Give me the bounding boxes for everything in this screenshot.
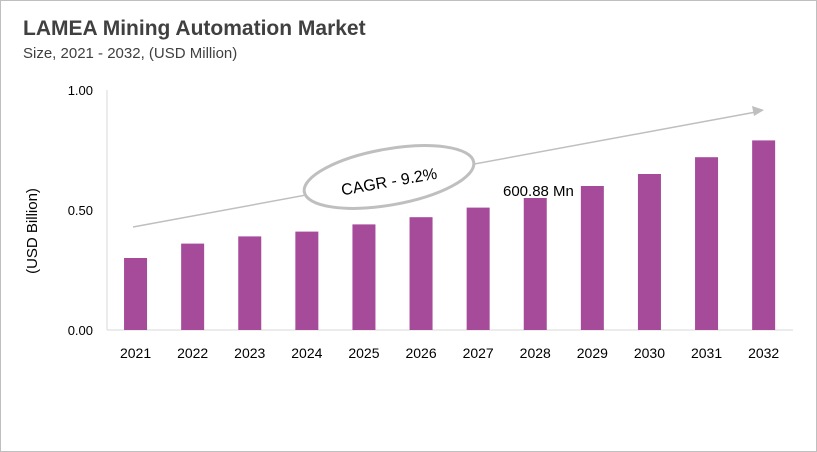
x-tick-label: 2025 (348, 345, 379, 361)
y-tick-label: 0.00 (68, 323, 93, 338)
chart-subtitle: Size, 2021 - 2032, (USD Million) (23, 45, 238, 62)
x-tick-label: 2027 (463, 345, 494, 361)
bar-2023 (238, 236, 262, 330)
x-tick-label: 2026 (405, 345, 436, 361)
bar-2030 (637, 174, 661, 330)
bar-2027 (466, 207, 490, 330)
trend-arrowhead (752, 106, 764, 116)
bar-2021 (124, 258, 148, 330)
x-tick-label: 2031 (691, 345, 722, 361)
chart-title: LAMEA Mining Automation Market (23, 17, 366, 40)
bar-2031 (695, 157, 719, 330)
bar-2022 (181, 243, 205, 330)
x-tick-label: 2032 (748, 345, 779, 361)
cagr-ellipse (302, 144, 476, 210)
bar-2025 (352, 224, 376, 330)
bar-2026 (409, 217, 433, 330)
x-tick-label: 2023 (234, 345, 265, 361)
y-tick-label: 1.00 (68, 83, 93, 98)
x-tick-label: 2030 (634, 345, 665, 361)
x-tick-label: 2022 (177, 345, 208, 361)
bar-2028 (523, 198, 547, 330)
y-tick-label: 0.50 (68, 203, 93, 218)
bar-2029 (580, 186, 604, 330)
x-tick-label: 2024 (291, 345, 322, 361)
y-axis-label: (USD Billion) (24, 188, 41, 274)
bar-2032 (752, 140, 776, 330)
value-label-2028: 600.88 Mn (503, 183, 574, 200)
x-tick-label: 2021 (120, 345, 151, 361)
x-tick-label: 2029 (577, 345, 608, 361)
x-tick-label: 2028 (520, 345, 551, 361)
bar-2024 (295, 231, 319, 330)
